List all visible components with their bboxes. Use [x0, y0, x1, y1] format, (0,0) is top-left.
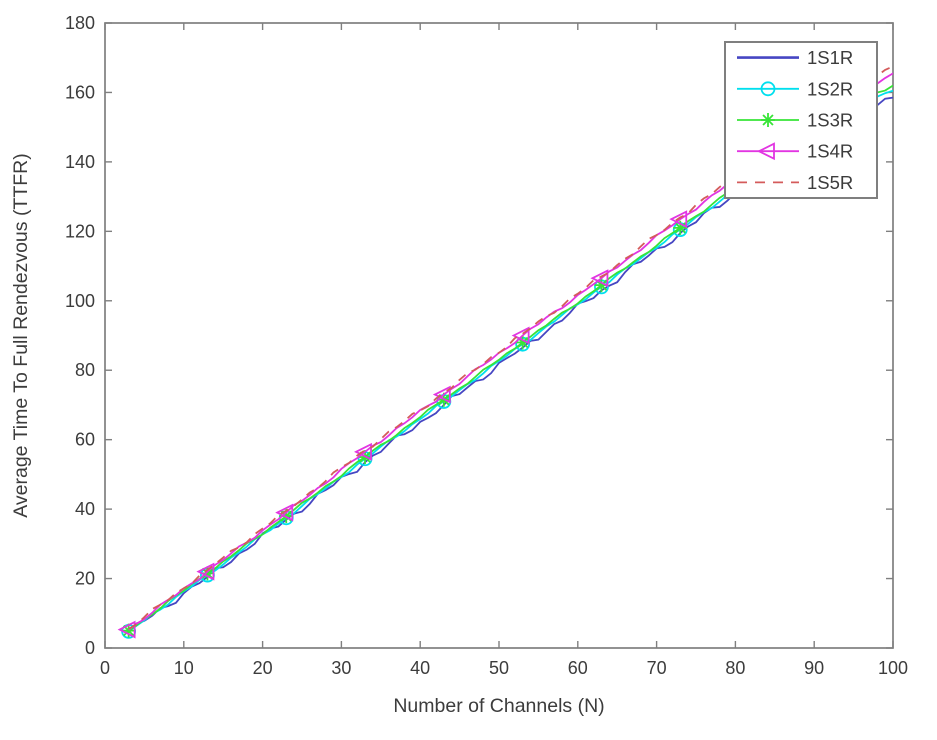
y-tick-label: 160 — [65, 82, 95, 102]
y-tick-label: 140 — [65, 152, 95, 172]
circle-marker — [760, 81, 776, 97]
x-tick-label: 100 — [878, 658, 908, 678]
legend-label-1S2R: 1S2R — [807, 78, 853, 99]
legend-label-1S5R: 1S5R — [807, 172, 853, 193]
x-tick-label: 60 — [568, 658, 588, 678]
y-tick-label: 80 — [75, 360, 95, 380]
triangle-left-marker — [117, 620, 136, 639]
x-tick-label: 20 — [253, 658, 273, 678]
triangle-left-marker — [511, 326, 530, 345]
triangle-left-marker — [756, 142, 775, 161]
y-tick-label: 180 — [65, 13, 95, 33]
y-tick-label: 40 — [75, 499, 95, 519]
triangle-left-marker — [354, 442, 372, 461]
triangle-left-marker — [275, 503, 294, 522]
x-tick-label: 30 — [331, 658, 351, 678]
y-tick-label: 20 — [75, 569, 95, 589]
y-axis-label: Average Time To Full Rendezvous (TTFR) — [10, 153, 32, 518]
y-tick-label: 100 — [65, 291, 95, 311]
triangle-left-marker — [196, 562, 215, 581]
y-tick-label: 0 — [85, 638, 95, 658]
legend-label-1S1R: 1S1R — [807, 47, 853, 68]
x-axis-label: Number of Channels (N) — [393, 695, 604, 717]
x-tick-label: 70 — [647, 658, 667, 678]
triangle-left-marker — [669, 210, 688, 229]
x-tick-label: 10 — [174, 658, 194, 678]
y-tick-label: 60 — [75, 430, 95, 450]
x-tick-label: 0 — [100, 658, 110, 678]
x-tick-label: 40 — [410, 658, 430, 678]
legend-label-1S3R: 1S3R — [807, 110, 853, 131]
triangle-left-marker — [590, 269, 609, 288]
triangle-left-marker — [432, 385, 451, 404]
y-tick-label: 120 — [65, 221, 95, 241]
x-tick-label: 80 — [725, 658, 745, 678]
x-tick-label: 90 — [804, 658, 824, 678]
legend-label-1S4R: 1S4R — [807, 141, 853, 162]
x-tick-label: 50 — [489, 658, 509, 678]
asterisk-marker — [761, 113, 775, 127]
